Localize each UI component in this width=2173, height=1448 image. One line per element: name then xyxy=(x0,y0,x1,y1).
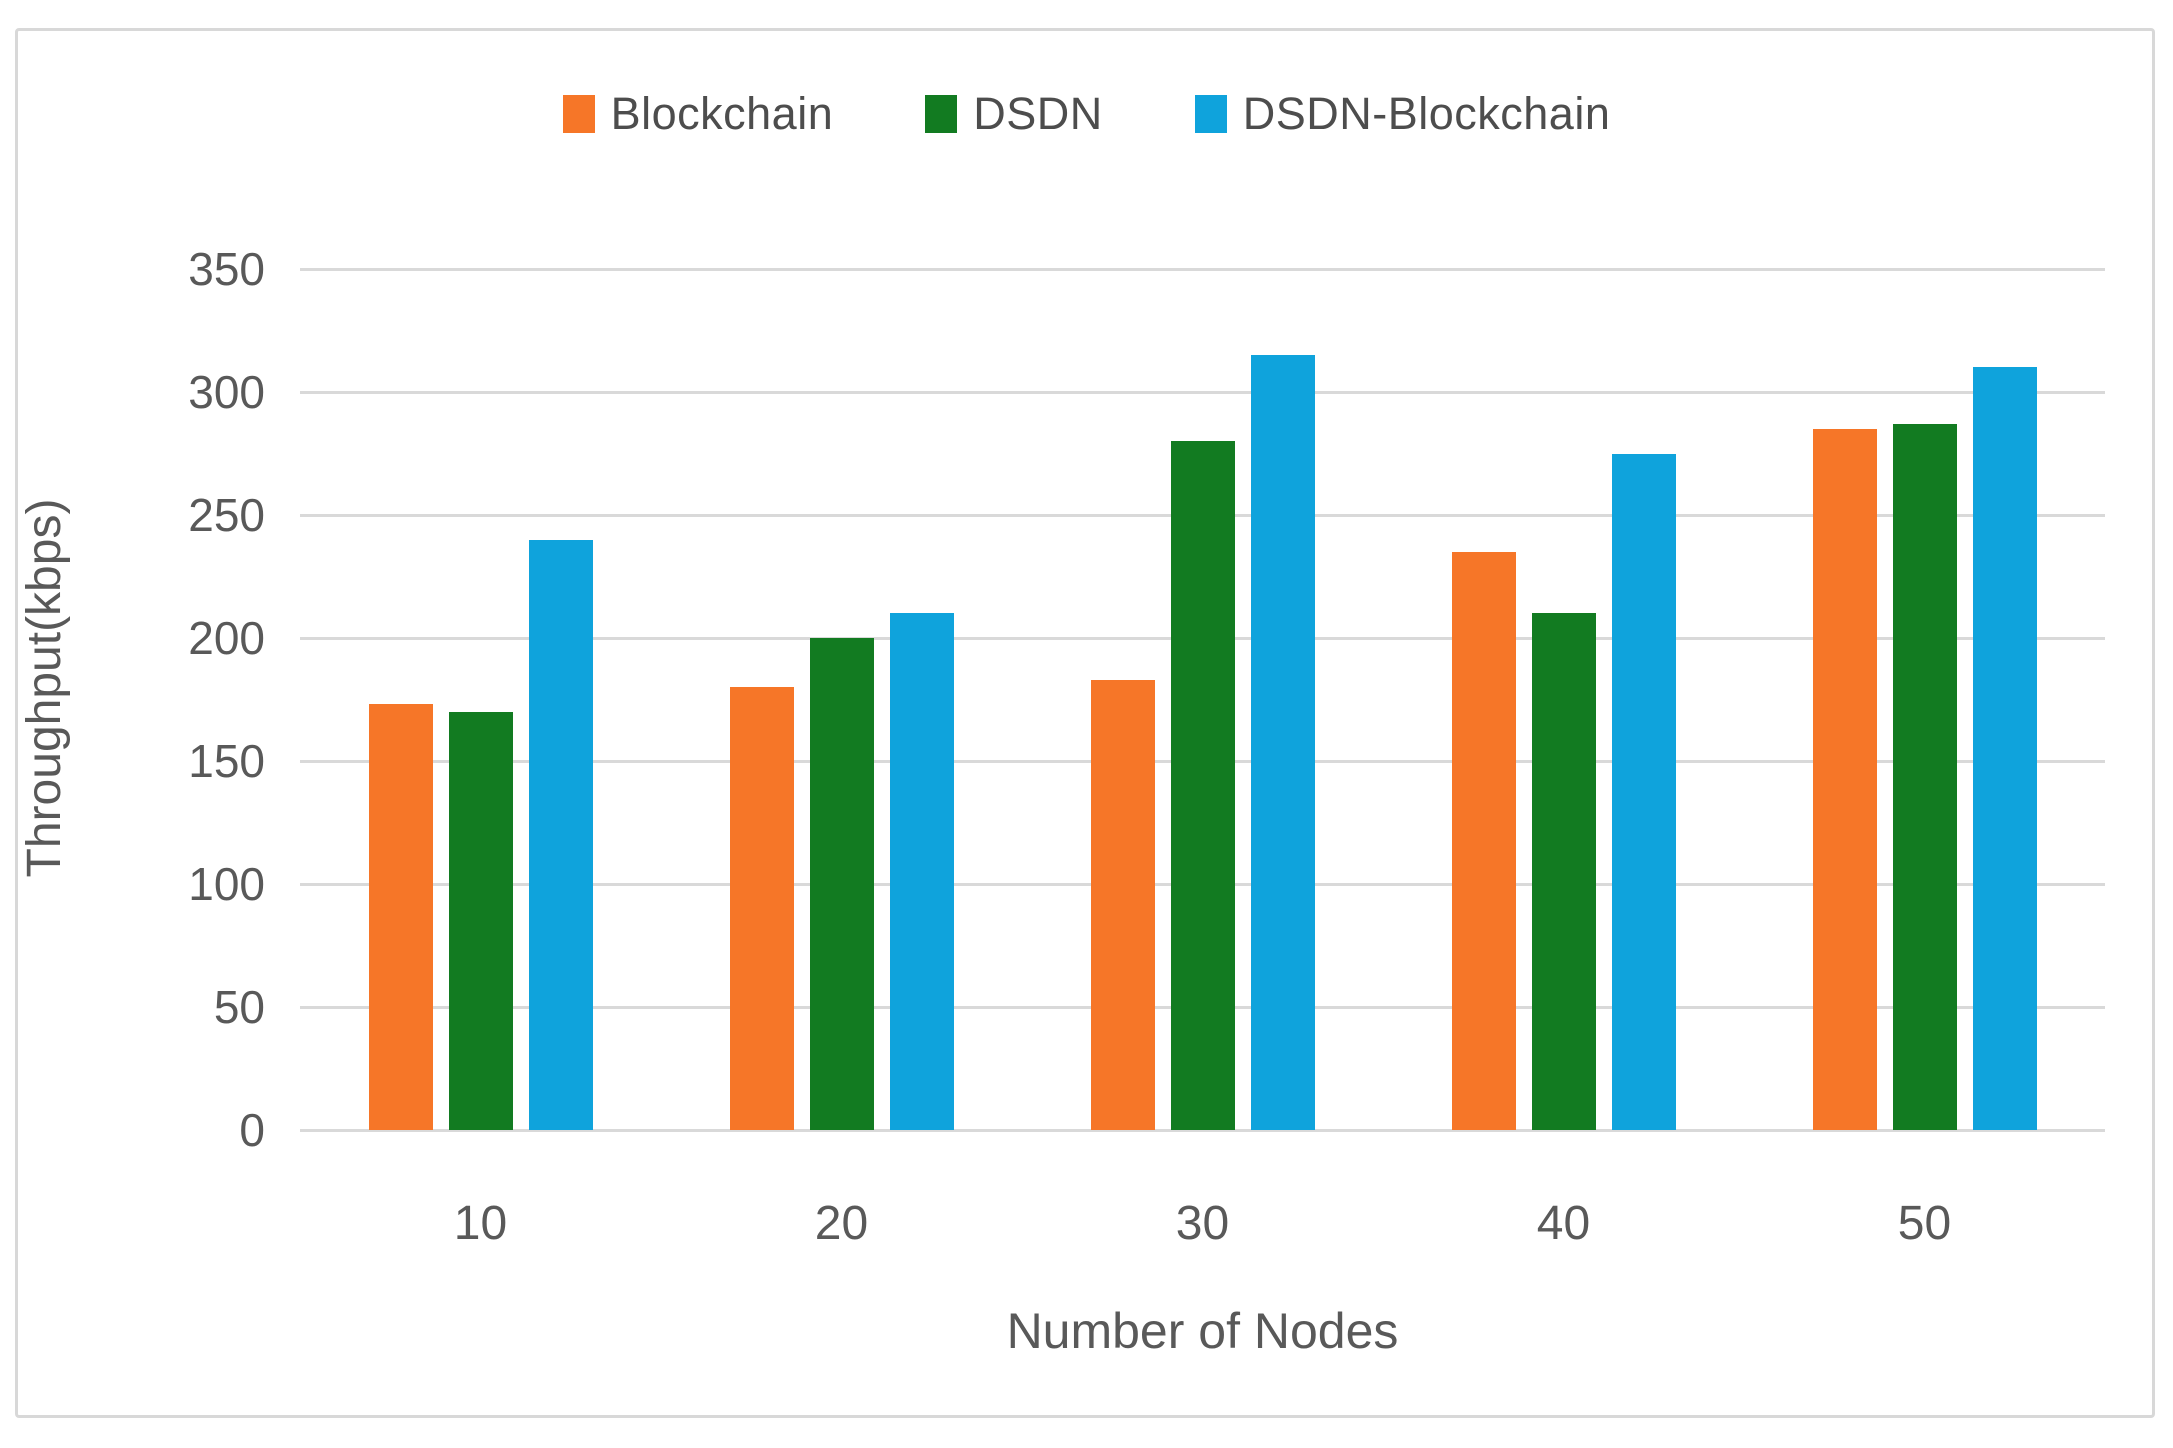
bar-blockchain-40 xyxy=(1451,551,1516,1130)
legend-item-dsdn-blockchain: DSDN-Blockchain xyxy=(1194,88,1611,140)
x-tick-label-50: 50 xyxy=(1897,1197,1952,1250)
y-tick-label-300: 300 xyxy=(188,366,265,418)
x-tick-label-30: 30 xyxy=(1175,1197,1230,1250)
y-tick-label-350: 350 xyxy=(188,243,265,295)
legend-label: Blockchain xyxy=(610,88,834,139)
y-tick-label-150: 150 xyxy=(188,735,265,787)
gridline-0 xyxy=(300,1128,2105,1132)
bar-blockchain-20 xyxy=(729,687,794,1130)
gridline-300 xyxy=(300,390,2105,394)
gridline-350 xyxy=(300,267,2105,271)
y-tick-label-250: 250 xyxy=(188,489,265,541)
bar-blockchain-10 xyxy=(368,704,433,1130)
plot-area xyxy=(300,267,2105,1132)
y-tick-label-0: 0 xyxy=(239,1104,265,1156)
bar-dsdn-blockchain-50 xyxy=(1972,367,2037,1130)
y-tick-label-200: 200 xyxy=(188,612,265,664)
y-tick-label-100: 100 xyxy=(188,858,265,910)
bar-dsdn-10 xyxy=(448,711,513,1130)
legend-swatch-icon xyxy=(562,95,595,133)
bar-dsdn-blockchain-10 xyxy=(528,539,593,1130)
legend-swatch-icon xyxy=(925,95,958,133)
legend-label: DSDN-Blockchain xyxy=(1242,88,1611,139)
bar-dsdn-blockchain-40 xyxy=(1611,453,1676,1130)
x-tick-label-20: 20 xyxy=(814,1197,869,1250)
x-axis-title: Number of Nodes xyxy=(1006,1303,1399,1359)
y-axis-title: Throughput(kbps) xyxy=(18,498,71,878)
x-tick-label-10: 10 xyxy=(453,1197,508,1250)
bar-dsdn-40 xyxy=(1531,613,1596,1130)
y-tick-label-50: 50 xyxy=(213,981,265,1033)
x-tick-label-40: 40 xyxy=(1536,1197,1591,1250)
bar-dsdn-blockchain-20 xyxy=(889,613,954,1130)
legend-item-dsdn: DSDN xyxy=(925,88,1103,140)
legend: Blockchain DSDN DSDN-Blockchain xyxy=(0,88,2173,140)
bar-blockchain-30 xyxy=(1090,679,1155,1130)
bar-dsdn-30 xyxy=(1170,441,1235,1130)
legend-swatch-icon xyxy=(1194,95,1227,133)
legend-label: DSDN xyxy=(973,88,1103,139)
bar-dsdn-20 xyxy=(809,638,874,1130)
bar-dsdn-blockchain-30 xyxy=(1250,355,1315,1130)
bar-blockchain-50 xyxy=(1812,428,1877,1130)
bar-dsdn-50 xyxy=(1892,423,1957,1130)
legend-item-blockchain: Blockchain xyxy=(562,88,834,140)
